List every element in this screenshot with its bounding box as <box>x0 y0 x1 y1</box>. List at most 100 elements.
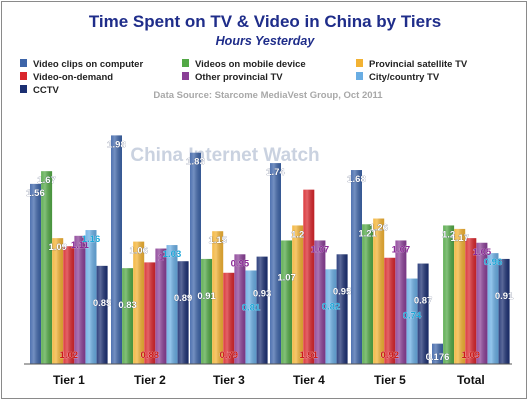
bar-shine <box>201 258 213 364</box>
bar-shine <box>476 242 488 364</box>
value-label-cctv-tier-4: 0.95 <box>333 286 352 297</box>
value-label-city-country-tv-tier-5: 0.74 <box>403 311 422 322</box>
x-tick-label-tier-2: Tier 2 <box>134 373 166 387</box>
watermark: China Internet Watch <box>130 145 319 166</box>
value-label-other-provincial-tv-total: 1.05 <box>473 247 492 258</box>
value-label-cctv-tier-1: 0.85 <box>93 298 112 309</box>
bar-shine <box>52 238 64 364</box>
value-label-other-provincial-tv-tier-2: 1 <box>158 253 164 264</box>
value-label-provincial-satellite-tv-tier-3: 1.15 <box>208 235 227 246</box>
legend-swatch-video-clips-on-computer <box>20 59 27 67</box>
bar-shine <box>384 257 396 364</box>
bar-shine <box>417 263 429 364</box>
value-label-other-provincial-tv-tier-5: 1.07 <box>392 244 411 255</box>
bar-shine <box>166 245 178 364</box>
bar-shine <box>270 163 281 364</box>
value-label-video-clips-on-computer-total: 0.176 <box>426 352 450 363</box>
value-label-video-clips-on-computer-tier-2: 1.98 <box>107 139 126 150</box>
value-label-video-on-demand-tier-2: 0.88 <box>141 350 160 361</box>
value-label-videos-on-mobile-device-tier-4: 1.07 <box>277 272 296 283</box>
bar-shine <box>133 241 145 364</box>
value-label-city-country-tv-tier-3: 0.81 <box>242 302 261 313</box>
chart-subtitle: Hours Yesterday <box>216 34 316 48</box>
legend-label-videos-on-mobile-device: Videos on mobile device <box>195 59 306 70</box>
bar-shine <box>432 343 443 364</box>
bar-shine <box>30 183 41 364</box>
x-tick-label-tier-3: Tier 3 <box>213 373 245 387</box>
x-tick-label-tier-4: Tier 4 <box>293 373 325 387</box>
value-label-provincial-satellite-tv-tier-1: 1.09 <box>48 242 67 253</box>
value-label-video-on-demand-tier-3: 0.79 <box>220 350 239 361</box>
bar-shine <box>155 248 167 364</box>
bar-shine <box>395 240 407 364</box>
value-label-video-clips-on-computer-tier-1: 1.56 <box>26 188 45 199</box>
bar-shine <box>465 238 477 364</box>
bar-shine <box>454 228 466 364</box>
bar-shine <box>111 135 122 364</box>
legend-swatch-cctv <box>20 85 27 93</box>
value-label-other-provincial-tv-tier-4: 1.07 <box>311 244 330 255</box>
value-label-other-provincial-tv-tier-1: 1.11 <box>71 240 90 251</box>
value-label-video-clips-on-computer-tier-3: 1.83 <box>186 157 205 168</box>
value-label-video-on-demand-total: 1.09 <box>462 350 481 361</box>
bar-shine <box>443 225 455 364</box>
value-label-cctv-tier-2: 0.89 <box>174 293 193 304</box>
bar-shine <box>362 224 374 364</box>
bar-shine <box>336 254 348 364</box>
bar-shine <box>96 265 108 364</box>
legend-swatch-videos-on-mobile-device <box>182 59 189 67</box>
value-label-provincial-satellite-tv-tier-5: 1.26 <box>369 223 388 234</box>
bar-shine <box>234 254 246 364</box>
legend-label-cctv: CCTV <box>33 85 60 96</box>
value-label-cctv-tier-5: 0.87 <box>414 296 433 307</box>
value-label-city-country-tv-total: 0.96 <box>484 257 503 268</box>
value-label-video-on-demand-tier-4: 1.51 <box>300 350 319 361</box>
x-tick-label-tier-1: Tier 1 <box>53 373 85 387</box>
bar-shine <box>373 218 385 364</box>
value-label-video-on-demand-tier-1: 1.02 <box>60 350 79 361</box>
value-label-videos-on-mobile-device-tier-5: 1.21 <box>358 228 377 239</box>
legend-label-city-country-tv: City/country TV <box>369 72 440 83</box>
x-tick-label-tier-5: Tier 5 <box>374 373 406 387</box>
bar-shine <box>63 246 75 364</box>
value-label-videos-on-mobile-device-tier-2: 0.83 <box>118 300 137 311</box>
bars-group: 1.56 1.67 1.09 1.02 1.111.16 0.85 1.98 0.83 1.06… <box>26 135 514 364</box>
bar-shine <box>223 272 235 364</box>
value-label-provincial-satellite-tv-tier-2: 1.06 <box>129 246 148 257</box>
legend-label-video-clips-on-computer: Video clips on computer <box>33 59 143 70</box>
bar-shine <box>74 235 86 364</box>
legend-label-other-provincial-tv: Other provincial TV <box>195 72 283 83</box>
value-label-videos-on-mobile-device-total: 1.2 <box>442 229 455 240</box>
value-label-video-on-demand-tier-5: 0.92 <box>381 350 400 361</box>
x-axis-labels: Tier 1 Tier 2 Tier 3 Tier 4 Tier 5 Total <box>53 373 485 387</box>
legend-swatch-video-on-demand <box>20 72 27 80</box>
bar-shine <box>351 170 362 364</box>
value-label-cctv-total: 0.91 <box>495 291 514 302</box>
bar-shine <box>177 261 189 364</box>
legend-swatch-other-provincial-tv <box>182 72 189 80</box>
x-tick-label-total: Total <box>457 373 485 387</box>
value-label-provincial-satellite-tv-tier-4: 1.2 <box>291 229 304 240</box>
bar-shine <box>487 253 499 364</box>
bar-shine <box>498 258 510 364</box>
value-label-other-provincial-tv-tier-3: 0.95 <box>231 258 250 269</box>
bar-shine <box>406 278 418 364</box>
bar-shine <box>245 270 257 364</box>
value-label-city-country-tv-tier-1: 1.16 <box>82 234 101 245</box>
value-label-provincial-satellite-tv-total: 1.17 <box>450 233 469 244</box>
bar-shine <box>303 189 315 364</box>
legend-swatch-city-country-tv <box>356 72 363 80</box>
legend-swatch-provincial-satellite-tv <box>356 59 363 67</box>
bar-shine <box>190 152 201 364</box>
bar-shine <box>292 225 304 364</box>
bar-shine <box>85 230 97 364</box>
legend-label-provincial-satellite-tv: Provincial satellite TV <box>369 59 468 70</box>
bar-shine <box>314 240 326 364</box>
bar-shine <box>281 240 293 364</box>
value-label-video-clips-on-computer-tier-5: 1.68 <box>347 174 366 185</box>
legend: Video clips on computer Videos on mobile … <box>20 59 468 96</box>
data-source-note: Data Source: Starcome MediaVest Group, O… <box>153 90 383 101</box>
bar-shine <box>144 262 156 364</box>
legend-label-video-on-demand: Video-on-demand <box>33 72 113 83</box>
